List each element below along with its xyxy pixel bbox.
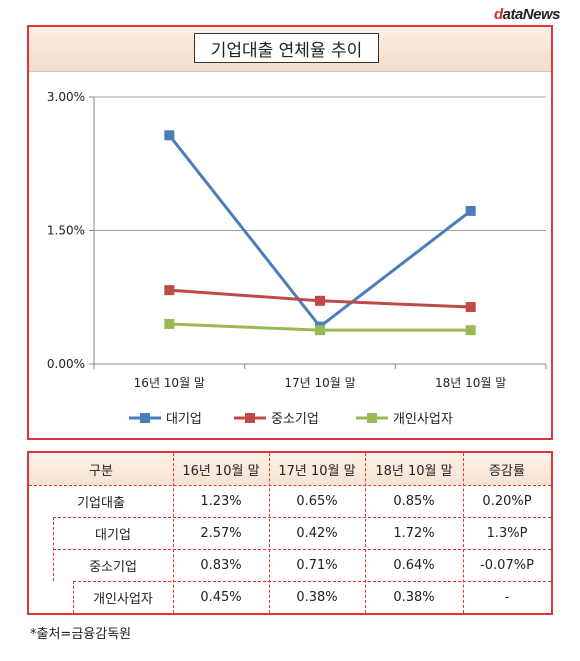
- table-cell: 1.72%: [393, 525, 435, 541]
- line-chart: 3.00% 1.50% 0.00% 16년 10월 말 17년 10월 말 18년 10월…: [47, 90, 547, 427]
- y-tick-label: 3.00%: [47, 90, 85, 104]
- legend-label: 대기업: [166, 412, 202, 427]
- source-note: *출처=금융감독원: [30, 627, 132, 642]
- data-point: [465, 302, 476, 313]
- table-cell: 0.20%P: [482, 493, 532, 509]
- row-divider: [53, 517, 551, 518]
- row-label: 중소기업: [89, 559, 137, 575]
- row-divider: [29, 485, 551, 486]
- data-point: [315, 295, 325, 306]
- table-cell: 0.45%: [200, 589, 242, 605]
- x-tick-label: 18년 10월 말: [435, 376, 506, 390]
- table-cell: 0.85%: [393, 493, 435, 509]
- table-cell: 2.57%: [200, 525, 242, 541]
- table-cell: -: [504, 589, 510, 605]
- table-header-background: [29, 453, 551, 485]
- y-tick-label: 1.50%: [47, 224, 85, 238]
- table-cell: 1.3%P: [486, 525, 528, 541]
- table-cell: 1.23%: [200, 493, 242, 509]
- indent-line: [73, 581, 74, 613]
- row-label: 대기업: [95, 527, 131, 543]
- row-divider: [73, 581, 551, 582]
- x-tick-label: 16년 10월 말: [134, 376, 205, 390]
- table-header-cell: 18년 10월 말: [375, 463, 453, 479]
- column-divider: [365, 453, 366, 613]
- chart-panel: 기업대출 연체율 추이 3.00% 1.50% 0.00% 16년 10월 말 17년 …: [27, 25, 553, 440]
- table-cell: 0.71%: [296, 557, 338, 573]
- table-cell: 0.83%: [200, 557, 242, 573]
- table-header-cell: 증감률: [489, 463, 525, 479]
- legend-marker: [140, 413, 150, 423]
- y-tick-label: 0.00%: [47, 357, 85, 371]
- data-point: [164, 318, 175, 329]
- chart-title-band: 기업대출 연체율 추이: [29, 27, 551, 72]
- indent-line: [53, 517, 54, 581]
- table-cell: 0.38%: [393, 589, 435, 605]
- legend-marker: [245, 413, 255, 423]
- chart-title: 기업대출 연체율 추이: [194, 33, 379, 63]
- table-cell: 0.65%: [296, 493, 338, 509]
- row-label: 기업대출: [77, 495, 125, 511]
- table-header-cell: 구분: [89, 463, 113, 479]
- data-point: [315, 325, 325, 336]
- row-label: 개인사업자: [93, 591, 153, 607]
- column-divider: [173, 453, 174, 613]
- data-point: [164, 130, 175, 141]
- datanews-logo: dataNews: [493, 6, 561, 23]
- column-divider: [269, 453, 270, 613]
- row-divider: [53, 549, 551, 550]
- legend-marker: [367, 413, 377, 423]
- data-point: [465, 205, 476, 216]
- table-cell: 0.38%: [296, 589, 338, 605]
- table-cell: 0.42%: [296, 525, 338, 541]
- table-header-cell: 17년 10월 말: [278, 463, 356, 479]
- legend-label: 중소기업: [271, 412, 319, 427]
- table-header-cell: 16년 10월 말: [182, 463, 260, 479]
- column-divider: [463, 453, 464, 613]
- legend-label: 개인사업자: [393, 412, 453, 427]
- table-cell: 0.64%: [393, 557, 435, 573]
- data-point: [465, 325, 476, 336]
- data-point: [164, 285, 175, 296]
- x-tick-label: 17년 10월 말: [284, 376, 355, 390]
- table-cell: -0.07%P: [480, 557, 534, 573]
